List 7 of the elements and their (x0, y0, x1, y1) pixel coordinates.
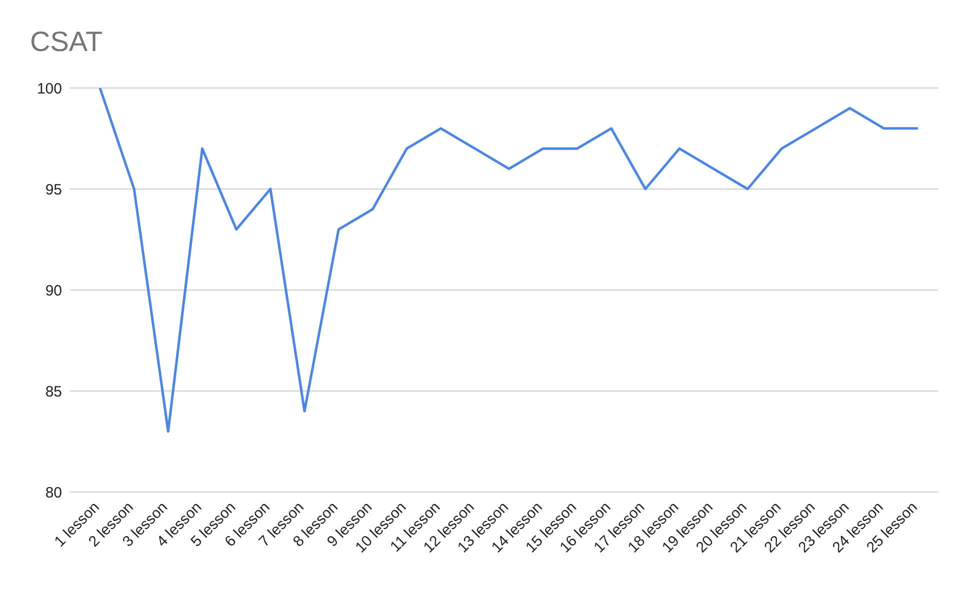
y-tick-label: 95 (45, 181, 62, 198)
chart-title: CSAT (30, 26, 103, 58)
y-tick-label: 100 (36, 80, 62, 98)
line-series (98, 88, 920, 433)
y-tick-label: 85 (45, 383, 62, 400)
y-tick-label: 90 (45, 282, 62, 300)
y-tick-label: 80 (45, 484, 62, 502)
